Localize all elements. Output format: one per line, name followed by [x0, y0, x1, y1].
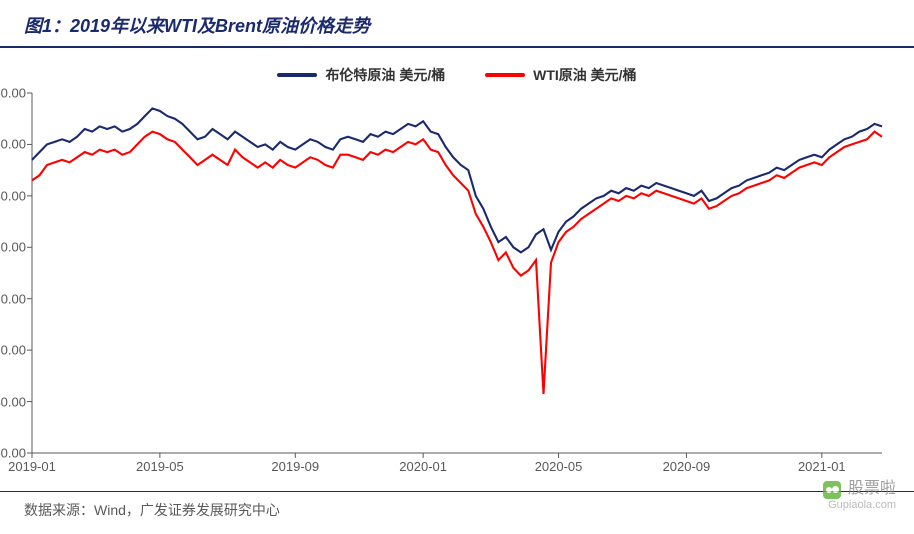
source-footer: 数据来源：Wind，广发证券发展研究中心 [0, 491, 914, 520]
y-tick-label: 60.00 [0, 137, 32, 152]
plot-area: -60.00-40.00-20.000.0020.0040.0060.0080.… [32, 93, 882, 453]
x-tick-label: 2021-01 [798, 453, 846, 474]
x-tick-label: 2020-05 [535, 453, 583, 474]
y-tick-label: 40.00 [0, 188, 32, 203]
watermark-text: 股票啦 [848, 480, 896, 497]
legend-label-brent: 布伦特原油 美元/桶 [325, 65, 445, 85]
legend: 布伦特原油 美元/桶 WTI原油 美元/桶 [30, 58, 884, 93]
series-wti [32, 132, 882, 394]
plot-svg [32, 93, 882, 453]
legend-swatch-brent [277, 73, 317, 77]
chart-container: 布伦特原油 美元/桶 WTI原油 美元/桶 -60.00-40.00-20.00… [0, 48, 914, 453]
watermark-url: Gupiaola.com [823, 499, 896, 512]
wechat-icon [823, 481, 841, 499]
legend-label-wti: WTI原油 美元/桶 [533, 65, 636, 85]
legend-item-brent: 布伦特原油 美元/桶 [277, 65, 445, 85]
y-tick-label: -40.00 [0, 394, 32, 409]
x-tick-label: 2019-09 [271, 453, 319, 474]
chart-title: 图1：2019年以来WTI及Brent原油价格走势 [24, 16, 370, 36]
y-tick-label: 20.00 [0, 240, 32, 255]
y-tick-label: 0.00 [1, 291, 32, 306]
x-tick-label: 2019-01 [8, 453, 56, 474]
source-text: 数据来源：Wind，广发证券发展研究中心 [24, 502, 280, 518]
x-tick-label: 2019-05 [136, 453, 184, 474]
chart-title-bar: 图1：2019年以来WTI及Brent原油价格走势 [0, 0, 914, 48]
legend-item-wti: WTI原油 美元/桶 [485, 65, 636, 85]
x-tick-label: 2020-09 [663, 453, 711, 474]
y-tick-label: 80.00 [0, 86, 32, 101]
y-tick-label: -20.00 [0, 343, 32, 358]
watermark: 股票啦 Gupiaola.com [823, 479, 896, 512]
legend-swatch-wti [485, 73, 525, 77]
x-tick-label: 2020-01 [399, 453, 447, 474]
